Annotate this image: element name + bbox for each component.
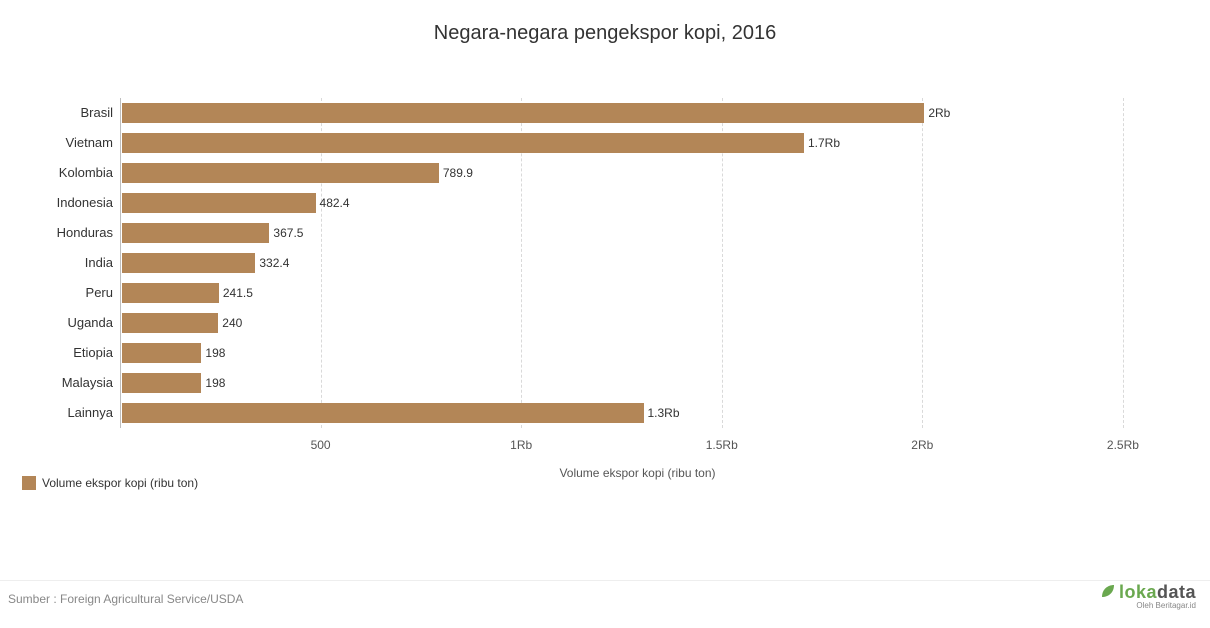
bar-row: Brasil2Rb	[120, 98, 1155, 128]
x-tick-label: 2Rb	[911, 438, 933, 452]
footer-divider	[0, 580, 1210, 581]
bar	[122, 403, 644, 423]
bar-row: Kolombia789.9	[120, 158, 1155, 188]
source-text: Sumber : Foreign Agricultural Service/US…	[8, 592, 243, 606]
value-label: 332.4	[259, 248, 289, 278]
bar-row: India332.4	[120, 248, 1155, 278]
category-label: Brasil	[3, 98, 113, 128]
value-label: 789.9	[443, 158, 473, 188]
category-label: Kolombia	[3, 158, 113, 188]
brand-wordmark: lokadata	[1100, 582, 1196, 603]
leaf-icon	[1100, 583, 1116, 604]
bar	[122, 373, 201, 393]
bar-row: Peru241.5	[120, 278, 1155, 308]
value-label: 240	[222, 308, 242, 338]
value-label: 482.4	[320, 188, 350, 218]
value-label: 241.5	[223, 278, 253, 308]
value-label: 1.7Rb	[808, 128, 840, 158]
value-label: 1.3Rb	[648, 398, 680, 428]
value-label: 367.5	[273, 218, 303, 248]
category-label: Etiopia	[3, 338, 113, 368]
chart-plot-area: 5001Rb1.5Rb2Rb2.5Rb Brasil2RbVietnam1.7R…	[120, 98, 1155, 428]
legend-label: Volume ekspor kopi (ribu ton)	[42, 476, 198, 490]
bar	[122, 223, 269, 243]
value-label: 198	[205, 338, 225, 368]
x-tick-label: 1.5Rb	[706, 438, 738, 452]
bar	[122, 313, 218, 333]
x-tick-label: 500	[311, 438, 331, 452]
bar	[122, 253, 255, 273]
bar-row: Malaysia198	[120, 368, 1155, 398]
brand-text-data: data	[1157, 582, 1196, 602]
category-label: Malaysia	[3, 368, 113, 398]
category-label: Honduras	[3, 218, 113, 248]
bar-row: Lainnya1.3Rb	[120, 398, 1155, 428]
chart-title: Negara-negara pengekspor kopi, 2016	[0, 22, 1210, 45]
bar-row: Vietnam1.7Rb	[120, 128, 1155, 158]
x-axis-title: Volume ekspor kopi (ribu ton)	[120, 466, 1155, 480]
bar	[122, 193, 316, 213]
value-label: 198	[205, 368, 225, 398]
bar-row: Etiopia198	[120, 338, 1155, 368]
value-label: 2Rb	[928, 98, 950, 128]
bar-row: Honduras367.5	[120, 218, 1155, 248]
bar	[122, 103, 924, 123]
bar-row: Uganda240	[120, 308, 1155, 338]
bar	[122, 283, 219, 303]
category-label: India	[3, 248, 113, 278]
category-label: Vietnam	[3, 128, 113, 158]
category-label: Lainnya	[3, 398, 113, 428]
category-label: Peru	[3, 278, 113, 308]
bar	[122, 163, 439, 183]
category-label: Indonesia	[3, 188, 113, 218]
bar	[122, 343, 201, 363]
x-tick-label: 1Rb	[510, 438, 532, 452]
category-label: Uganda	[3, 308, 113, 338]
legend: Volume ekspor kopi (ribu ton)	[22, 476, 198, 490]
brand-text-loka: loka	[1119, 582, 1157, 602]
x-tick-label: 2.5Rb	[1107, 438, 1139, 452]
bar	[122, 133, 804, 153]
legend-swatch	[22, 476, 36, 490]
brand-logo: lokadata Oleh Beritagar.id	[1100, 582, 1196, 610]
bar-row: Indonesia482.4	[120, 188, 1155, 218]
